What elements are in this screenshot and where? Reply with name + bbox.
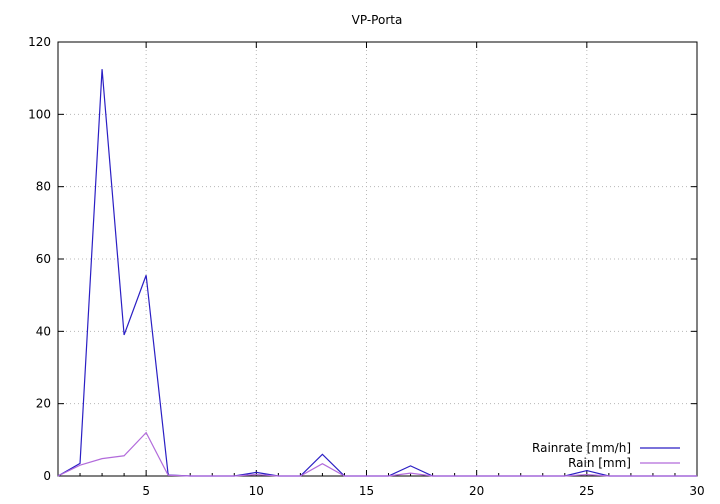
x-tick-label: 30: [689, 484, 704, 498]
y-tick-label: 40: [36, 324, 51, 338]
chart-title: VP-Porta: [352, 13, 403, 27]
y-tick-label: 100: [28, 107, 51, 121]
legend-label-2: Rain [mm]: [568, 456, 631, 470]
y-tick-label: 20: [36, 397, 51, 411]
y-tick-label: 60: [36, 252, 51, 266]
legend-label-1: Rainrate [mm/h]: [532, 441, 631, 455]
x-tick-label: 25: [579, 484, 594, 498]
y-tick-label: 80: [36, 180, 51, 194]
x-tick-label: 10: [249, 484, 264, 498]
series-line-2: [57, 431, 697, 477]
legend: Rainrate [mm/h]Rain [mm]: [532, 441, 680, 470]
y-tick-label: 0: [43, 469, 51, 483]
plot-frame: [57, 41, 698, 477]
series-line-1: [57, 69, 697, 477]
series-lines: [57, 69, 697, 477]
x-tick-label: 20: [469, 484, 484, 498]
x-tick-label: 15: [359, 484, 374, 498]
y-tick-label: 120: [28, 35, 51, 49]
x-tick-label: 5: [142, 484, 150, 498]
grid-lines: [58, 42, 697, 476]
